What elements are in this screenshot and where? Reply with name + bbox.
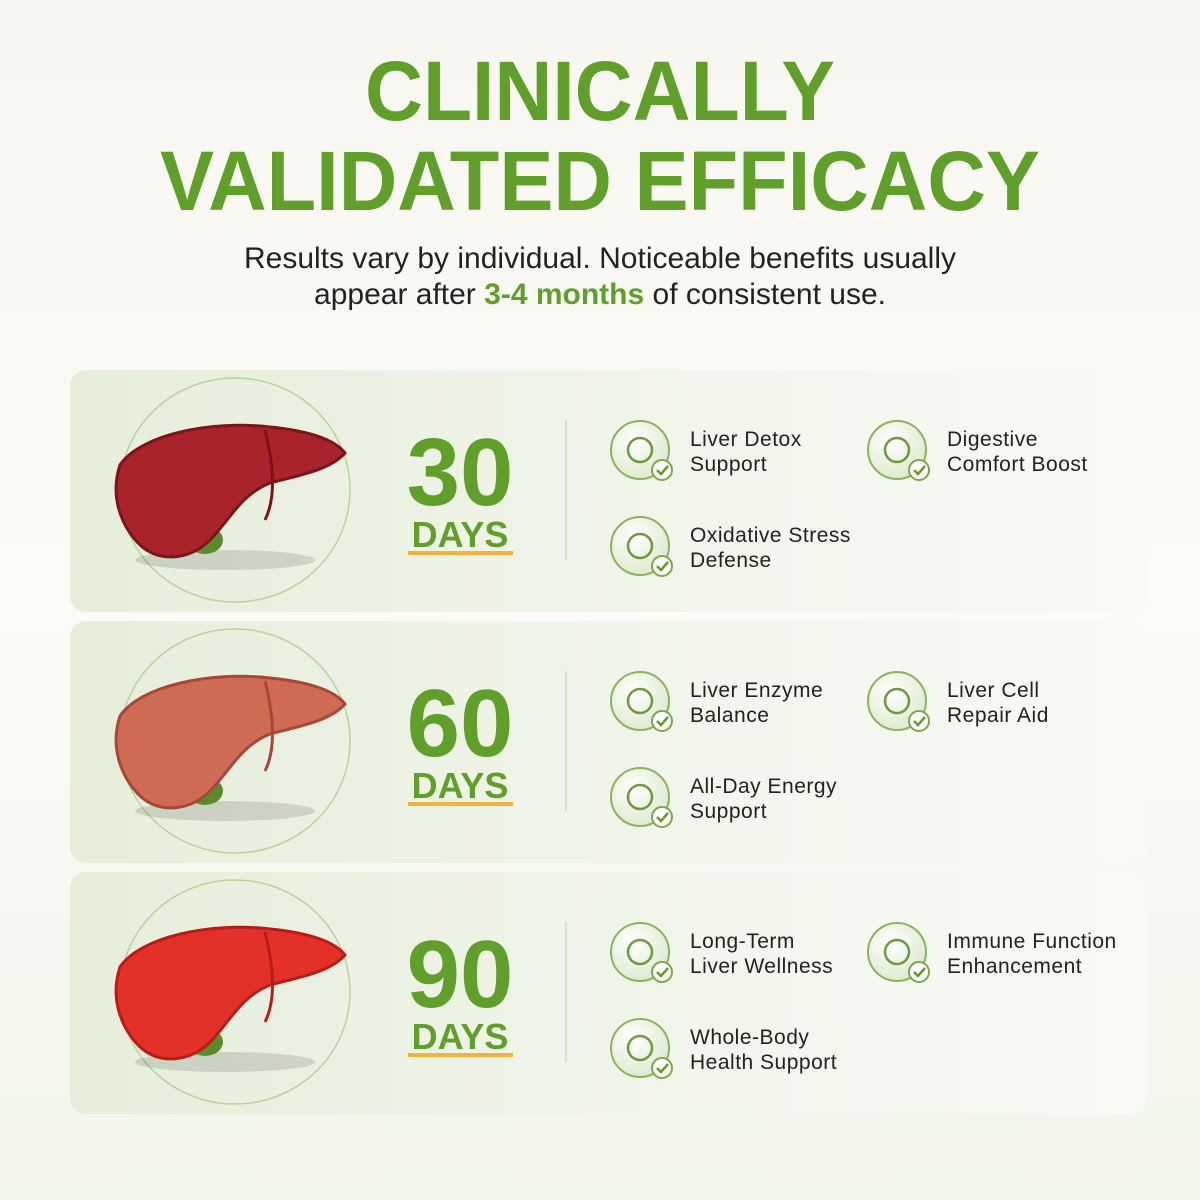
benefit-icon-inner	[626, 783, 654, 811]
benefit-label: Whole-Body	[690, 1026, 809, 1049]
benefit-icon-inner	[883, 938, 911, 966]
benefit-icon-inner	[626, 687, 654, 715]
benefit-label: Liver Enzyme	[690, 679, 823, 702]
check-mark	[656, 561, 669, 572]
benefit-label: Repair Aid	[947, 704, 1049, 727]
check-badge	[651, 555, 673, 577]
liver	[114, 423, 347, 559]
check-badge	[651, 961, 673, 983]
benefit-label: Liver Detox	[690, 428, 802, 451]
liver	[114, 674, 347, 810]
benefit-icon-inner	[626, 938, 654, 966]
benefit-label: Support	[690, 800, 767, 823]
title-line: CLINICALLY	[365, 44, 835, 138]
check-mark	[913, 716, 926, 727]
day-number: 30	[407, 419, 514, 526]
day-unit: DAYS	[412, 514, 509, 555]
day-number: 60	[407, 670, 514, 777]
day-unit: DAYS	[412, 1016, 509, 1057]
subtitle: appear after 3-4 months of consistent us…	[314, 278, 886, 311]
check-badge	[908, 961, 930, 983]
check-badge	[908, 710, 930, 732]
benefit-label: Immune Function	[947, 930, 1117, 953]
liver-line	[263, 680, 274, 772]
benefit-icon-inner	[626, 532, 654, 560]
check-badge	[651, 459, 673, 481]
benefit-icon-inner	[626, 1034, 654, 1062]
benefit-label: Balance	[690, 704, 769, 727]
day-unit: DAYS	[412, 765, 509, 806]
benefit-icon-inner	[883, 436, 911, 464]
check-mark	[656, 812, 669, 823]
subtitle-highlight: 3-4 months	[484, 278, 644, 311]
check-badge	[651, 806, 673, 828]
check-badge	[651, 710, 673, 732]
benefit-label: Enhancement	[947, 955, 1082, 978]
underline	[408, 551, 513, 555]
check-mark	[913, 967, 926, 978]
benefit-label: Liver Cell	[947, 679, 1040, 702]
check-mark	[913, 465, 926, 476]
check-mark	[656, 465, 669, 476]
check-mark	[656, 1063, 669, 1074]
check-badge	[908, 459, 930, 481]
underline	[408, 802, 513, 806]
subtitle-text: appear after	[314, 278, 476, 311]
benefit-label: All-Day Energy	[690, 775, 837, 798]
benefit-label: Long-Term	[690, 930, 795, 953]
check-mark	[656, 967, 669, 978]
liver-line	[263, 429, 274, 521]
underline	[408, 1053, 513, 1057]
benefit-label: Oxidative Stress	[690, 524, 851, 547]
title-line: VALIDATED EFFICACY	[160, 134, 1040, 228]
benefit-label: Defense	[690, 549, 772, 572]
benefit-label: Liver Wellness	[690, 955, 833, 978]
benefit-label: Comfort Boost	[947, 453, 1088, 476]
liver	[114, 925, 347, 1061]
benefit-label: Health Support	[690, 1051, 837, 1074]
liver-line	[263, 931, 274, 1023]
benefit-icon-inner	[626, 436, 654, 464]
subtitle-text: of consistent use.	[653, 278, 886, 311]
check-mark	[656, 716, 669, 727]
benefit-label: Support	[690, 453, 767, 476]
day-number: 90	[407, 921, 514, 1028]
benefit-label: Digestive	[947, 428, 1038, 451]
check-badge	[651, 1057, 673, 1079]
benefit-icon-inner	[883, 687, 911, 715]
subtitle: Results vary by individual. Noticeable b…	[244, 242, 956, 275]
